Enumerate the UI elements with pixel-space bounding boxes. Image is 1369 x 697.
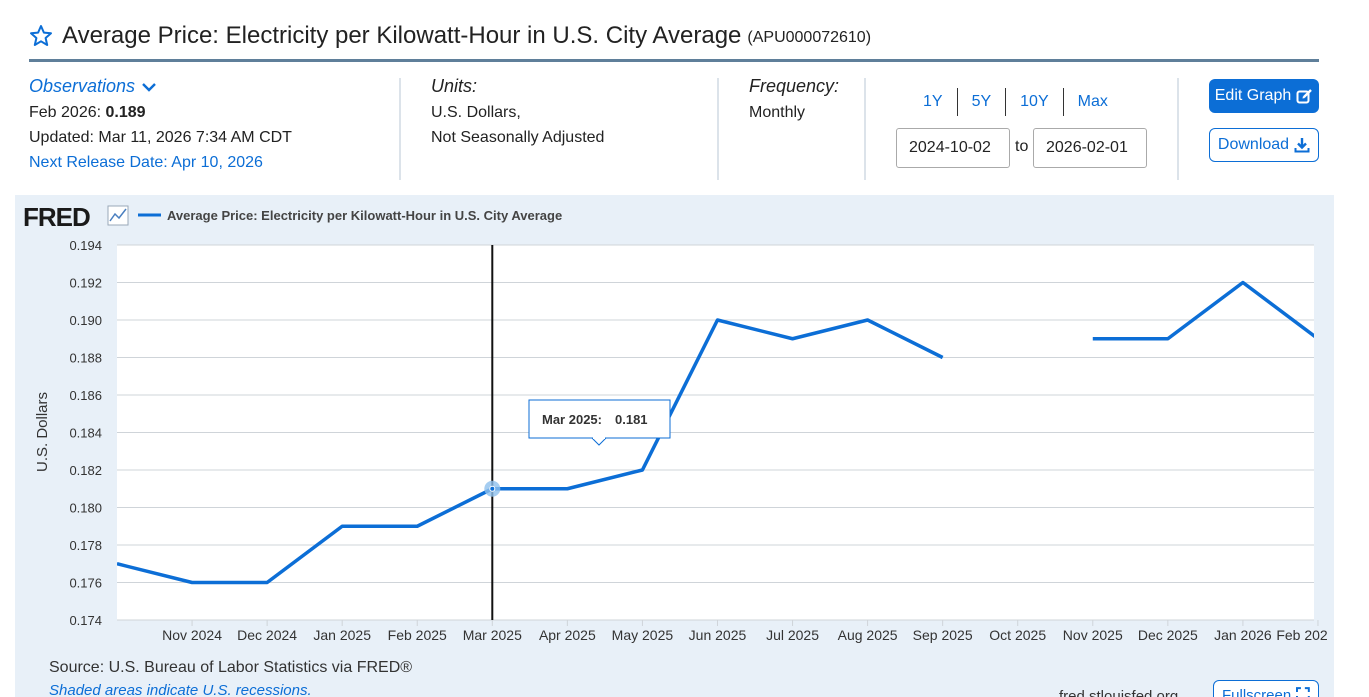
tooltip: Mar 2025: 0.181	[528, 399, 671, 446]
download-label: Download	[1217, 136, 1290, 153]
y-axis-label: U.S. Dollars	[34, 392, 51, 472]
legend-label: Average Price: Electricity per Kilowatt-…	[167, 208, 562, 223]
x-tick-label: Apr 2025	[539, 627, 596, 643]
range-selector: 1Y 5Y 10Y Max	[909, 88, 1122, 116]
x-tick-labels: Nov 2024 Dec 2024 Jan 2025 Feb 2025 Mar 2025…	[162, 620, 1328, 643]
start-date-input[interactable]	[896, 128, 1010, 168]
updated-text: Updated: Mar 11, 2026 7:34 AM CDT	[29, 129, 292, 146]
edit-graph-button[interactable]: Edit Graph	[1209, 79, 1319, 113]
fullscreen-button[interactable]: Fullscreen	[1213, 680, 1319, 697]
x-tick-label: Mar 2025	[463, 627, 522, 643]
x-tick-label: Jul 2025	[766, 627, 819, 643]
chart-panel: FRED Average Price: Electricity per Kilo…	[15, 195, 1334, 697]
x-tick-label: Feb 2025	[388, 627, 447, 643]
edit-graph-label: Edit Graph	[1214, 87, 1292, 104]
divider	[717, 78, 719, 180]
gridlines	[117, 244, 1314, 621]
tooltip-box	[528, 399, 671, 439]
units-heading: Units:	[431, 76, 478, 96]
tooltip-label: Mar 2025:	[542, 412, 602, 427]
end-date-input[interactable]	[1033, 128, 1147, 168]
y-tick-label: 0.176	[69, 576, 102, 591]
series-group	[117, 280, 1318, 585]
observations-label: Observations	[29, 76, 136, 96]
range-5y-link[interactable]: 5Y	[958, 88, 1007, 116]
series-id: (APU000072610)	[747, 29, 872, 46]
observations-dropdown[interactable]: Observations	[29, 76, 389, 97]
series-line[interactable]	[1092, 280, 1318, 341]
tooltip-value: 0.181	[615, 412, 648, 427]
latest-observation: Feb 2026: 0.189	[29, 103, 389, 122]
y-tick-label: 0.180	[69, 501, 102, 516]
divider	[864, 78, 866, 180]
x-tick-label: Nov 2024	[162, 627, 222, 643]
x-tick-label: Jan 2026	[1214, 627, 1272, 643]
fred-logo: FRED	[23, 202, 90, 232]
expand-icon	[1296, 687, 1310, 697]
range-1y-link[interactable]: 1Y	[909, 88, 958, 116]
download-button[interactable]: Download	[1209, 128, 1319, 162]
frequency-value: Monthly	[749, 104, 806, 121]
download-icon	[1294, 138, 1310, 153]
chart-icon	[107, 205, 129, 226]
x-tick-label: Sep 2025	[913, 627, 973, 643]
page-title: Average Price: Electricity per Kilowatt-…	[62, 22, 742, 49]
latest-observation-label: Feb 2026:	[29, 104, 106, 121]
hover-point[interactable]	[489, 485, 496, 492]
x-tick-label: Nov 2025	[1063, 627, 1123, 643]
y-tick-label: 0.178	[69, 538, 102, 553]
y-tick-label: 0.194	[69, 238, 102, 253]
y-tick-label: 0.184	[69, 426, 102, 441]
title-row: Average Price: Electricity per Kilowatt-…	[29, 18, 1319, 62]
chart[interactable]: FRED Average Price: Electricity per Kilo…	[15, 195, 1334, 697]
fred-url[interactable]: fred.stlouisfed.org	[1059, 688, 1179, 697]
x-tick-label: Jan 2025	[313, 627, 371, 643]
frequency-panel: Frequency: Monthly	[749, 76, 859, 180]
y-tick-label: 0.192	[69, 276, 102, 291]
x-tick-label: Dec 2025	[1138, 627, 1198, 643]
units-line2: Not Seasonally Adjusted	[431, 129, 605, 146]
range-max-link[interactable]: Max	[1077, 93, 1108, 110]
y-tick-label: 0.186	[69, 388, 102, 403]
x-tick-label: Dec 2024	[237, 627, 297, 643]
source-text: Source: U.S. Bureau of Labor Statistics …	[49, 659, 413, 676]
x-tick-label: Jun 2025	[689, 627, 747, 643]
frequency-heading: Frequency:	[749, 76, 840, 96]
recessions-note: Shaded areas indicate U.S. recessions.	[49, 682, 312, 697]
y-tick-labels: 0.174 0.176 0.178 0.180 0.182 0.184 0.186 0.188…	[69, 238, 102, 628]
x-tick-label: May 2025	[612, 627, 674, 643]
latest-observation-value: 0.189	[105, 104, 146, 121]
observations-panel: Observations Feb 2026: 0.189 Updated: Ma…	[29, 76, 389, 180]
divider	[399, 78, 401, 180]
star-icon[interactable]	[29, 24, 53, 48]
x-tick-label: Oct 2025	[989, 627, 1046, 643]
to-label: to	[1015, 138, 1029, 155]
x-tick-label: Feb 202	[1276, 627, 1328, 643]
next-release-link[interactable]: Next Release Date: Apr 10, 2026	[29, 154, 263, 171]
y-tick-label: 0.190	[69, 313, 102, 328]
x-tick-label: Aug 2025	[838, 627, 898, 643]
series-line[interactable]	[117, 318, 944, 585]
chevron-down-icon	[142, 82, 156, 92]
units-line1: U.S. Dollars,	[431, 104, 521, 121]
fullscreen-label: Fullscreen	[1222, 687, 1292, 697]
y-tick-label: 0.182	[69, 463, 102, 478]
range-10y-link[interactable]: 10Y	[1006, 88, 1064, 116]
edit-icon	[1296, 88, 1313, 103]
units-panel: Units: U.S. Dollars, Not Seasonally Adju…	[431, 76, 701, 180]
divider	[1177, 78, 1179, 180]
y-tick-label: 0.174	[69, 613, 102, 628]
y-tick-label: 0.188	[69, 351, 102, 366]
